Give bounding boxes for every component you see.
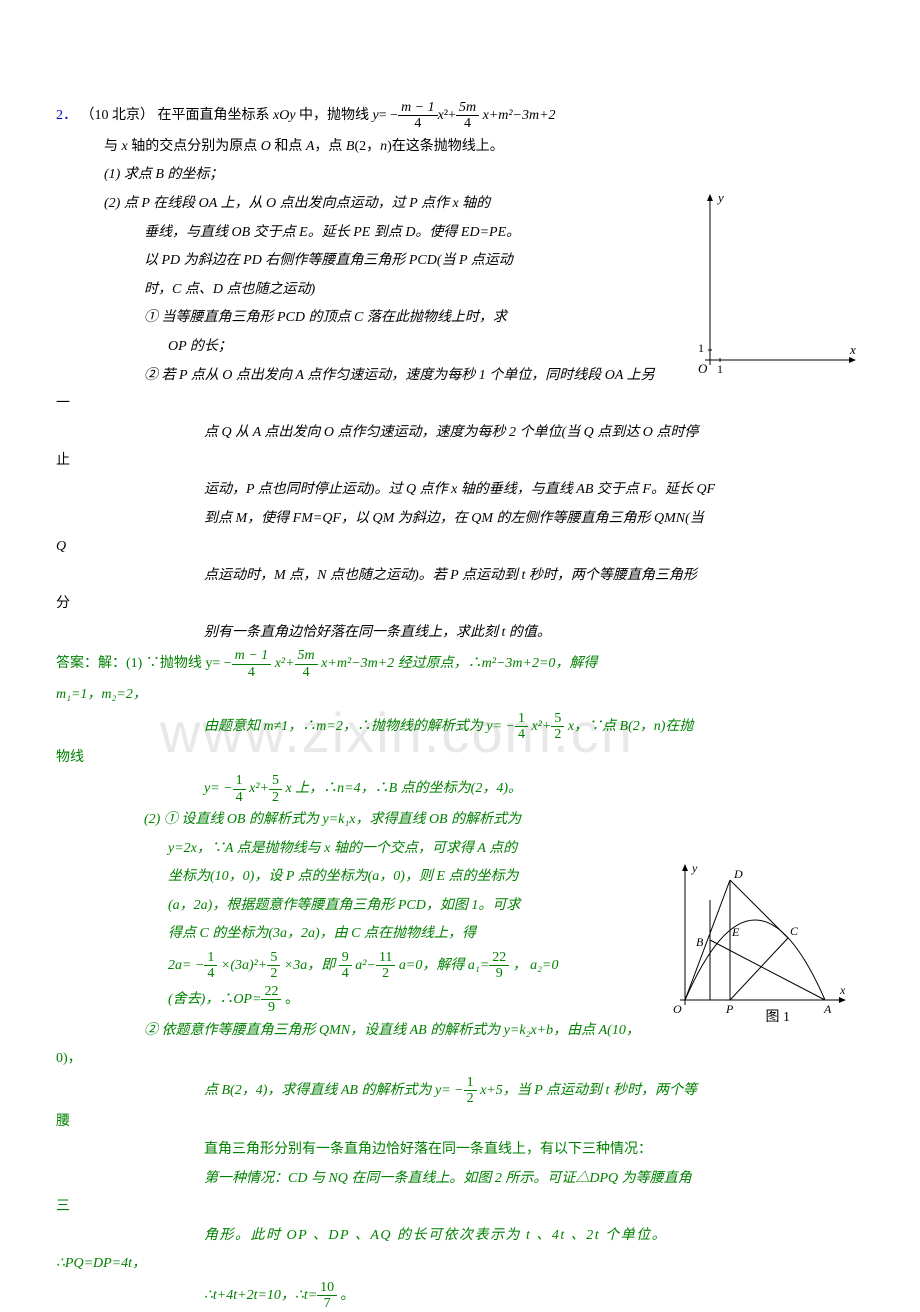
a3e: 第一种情况：CD 与 NQ 在同一条直线上。如图 2 所示。可证△DPQ 为等腰…	[56, 1166, 880, 1193]
answer-label: 答案：	[56, 657, 98, 672]
answer-tail1: 物线	[56, 745, 880, 772]
figure-1: O A P B E C D y x	[670, 860, 850, 1030]
f1-y: y	[691, 861, 698, 875]
a3h: ∴t+4t+2t=10，∴t=107 。	[56, 1280, 880, 1312]
f1-x: x	[839, 983, 846, 997]
axis-1y: 1	[698, 341, 704, 355]
a2d: (a，2a)，根据题意作等腰直角三角形 PCD，如图 1。可求	[56, 893, 636, 920]
a2b: y=2x，∵A 点是抛物线与 x 轴的一个交点，可求得 A 点的	[56, 836, 636, 863]
q2b: 垂线，与直线 OB 交于点 E。延长 PE 到点 D。使得 ED=PE。	[56, 220, 636, 247]
a3d: 直角三角形分别有一条直角边恰好落在同一条直线上，有以下三种情况：	[56, 1137, 880, 1164]
f1-E: E	[731, 925, 740, 939]
q2k: 点运动时，M 点，N 点也随之运动)。若 P 点运动到 t 秒时，两个等腰直角三…	[56, 563, 880, 590]
f1-A: A	[823, 1002, 832, 1016]
f1-P: P	[725, 1002, 734, 1016]
answer-line2: 由题意知 m≠1，∴m=2，∴抛物线的解析式为 y= −14 x²+52 x，∵…	[56, 711, 880, 743]
content: x y O 1 1 O A P B E C D y x 图 1 2． （10 北…	[56, 100, 880, 1312]
problem-line2: 与 x 轴的交点分别为原点 O 和点 A，点 B(2，n)在这条抛物线上。	[56, 134, 636, 161]
axis-o-label: O	[698, 361, 708, 376]
q2j: 到点 M，使得 FM=QF，以 QM 为斜边，在 QM 的左侧作等腰直角三角形 …	[56, 506, 880, 533]
axis-y-label: y	[716, 190, 724, 205]
a2a: (2) ① 设直线 OB 的解析式为 y=k₁x，求得直线 OB 的解析式为	[56, 807, 636, 834]
q2f: OP 的长；	[56, 334, 636, 361]
f1-C: C	[790, 924, 799, 938]
a3g: ∴PQ=DP=4t，	[56, 1251, 880, 1278]
a3e-tail: 三	[56, 1194, 880, 1221]
answer-m: m₁=1，m₂=2，	[56, 682, 880, 709]
q2d: 时，C 点、D 点也随之运动)	[56, 277, 636, 304]
f1-O: O	[673, 1002, 682, 1016]
f1-B: B	[696, 935, 704, 949]
a3b: 点 B(2，4)，求得直线 AB 的解析式为 y= −12 x+5，当 P 点运…	[56, 1075, 880, 1107]
a2e: 得点 C 的坐标为(3a，2a)，由 C 点在抛物线上，得	[56, 921, 636, 948]
q2a: (2) 点 P 在线段 OA 上，从 O 点出发向点运动，过 P 点作 x 轴的	[56, 191, 636, 218]
problem-line1: 2． （10 北京） 在平面直角坐标系 xOy 中，抛物线 y= −m − 14…	[56, 100, 636, 132]
problem-number: 2．	[56, 108, 77, 123]
q2e: ① 当等腰直角三角形 PCD 的顶点 C 落在此抛物线上时，求	[56, 305, 636, 332]
axis-figure: x y O 1 1	[650, 190, 860, 390]
axis-x-label: x	[849, 342, 856, 357]
q2k-tail: 分	[56, 591, 880, 618]
q1: (1) 求点 B 的坐标；	[56, 162, 636, 189]
a3f: 角形。此时 OP 、DP 、AQ 的长可依次表示为 t 、4t 、2t 个单位。	[56, 1223, 880, 1250]
q2h-tail: 止	[56, 448, 880, 475]
q2h: 点 Q 从 A 点出发向 O 点作匀速运动，速度为每秒 2 个单位(当 Q 点到…	[56, 420, 880, 447]
a3a-tail: 0)，	[56, 1046, 880, 1073]
problem-source: （10 北京）	[81, 108, 155, 123]
a3c-tail: 腰	[56, 1109, 880, 1136]
figure-1-caption: 图 1	[766, 1005, 791, 1032]
f1-D: D	[733, 867, 743, 881]
answer-line3: y= −14 x²+52 x 上，∴n=4，∴B 点的坐标为(2，4)。	[56, 773, 880, 805]
a2c: 坐标为(10，0)，设 P 点的坐标为(a，0)，则 E 点的坐标为	[56, 864, 636, 891]
q2g-tail: 一	[56, 391, 880, 418]
q2c: 以 PD 为斜边在 PD 右侧作等腰直角三角形 PCD(当 P 点运动	[56, 248, 636, 275]
q2j-tail: Q	[56, 534, 880, 561]
q2i: 运动，P 点也同时停止运动)。过 Q 点作 x 轴的垂线，与直线 AB 交于点 …	[56, 477, 880, 504]
q2l: 别有一条直角边恰好落在同一条直线上，求此刻 t 的值。	[56, 620, 880, 647]
answer-line1: 答案：解：(1) ∵抛物线 y= −m − 14 x²+5m4 x+m²−3m+…	[56, 648, 880, 680]
axis-1x: 1	[717, 362, 723, 376]
